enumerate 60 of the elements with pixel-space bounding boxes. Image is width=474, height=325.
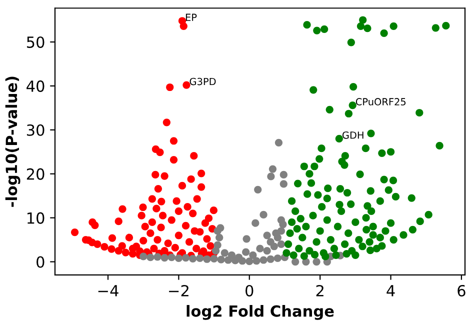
x-tick-label: 4: [386, 285, 395, 296]
point: [263, 246, 271, 255]
x-tick-label: 0: [246, 284, 254, 296]
point: [154, 253, 162, 261]
point: [274, 138, 283, 146]
x-axis-title: log2 Fold Change: [186, 305, 334, 320]
x-tick-label: −2: [169, 284, 188, 296]
point: [268, 165, 277, 173]
point: [274, 254, 282, 262]
annotation: EP: [186, 14, 197, 21]
point: [256, 244, 264, 252]
point: [246, 258, 254, 266]
point: [277, 216, 285, 224]
point: [260, 210, 268, 219]
point: [280, 170, 288, 179]
y-tick-label: 20: [26, 168, 44, 180]
point: [242, 248, 250, 256]
point: [160, 254, 168, 262]
point: [140, 252, 148, 260]
point: [242, 235, 250, 243]
point: [263, 232, 271, 240]
y-tick-label: 10: [28, 212, 44, 224]
x-tick-label: 2: [316, 284, 324, 296]
y-tick-label: 50: [27, 36, 44, 48]
point: [217, 256, 225, 264]
y-tick-label: 30: [26, 124, 44, 136]
point: [182, 254, 190, 262]
point: [292, 258, 300, 266]
point: [168, 254, 176, 262]
point: [203, 255, 211, 263]
annotation: CPuORF25: [356, 98, 406, 106]
x-tick-label: 6: [458, 284, 466, 296]
point: [266, 255, 274, 263]
point: [267, 172, 275, 180]
y-axis-title: -log10(P-value): [5, 76, 20, 207]
point: [196, 254, 204, 262]
point: [216, 234, 224, 242]
point: [146, 254, 154, 262]
annotation: G3PD: [190, 78, 216, 86]
point: [277, 240, 285, 248]
point: [174, 254, 182, 262]
point: [228, 251, 236, 259]
point: [280, 180, 288, 188]
point: [312, 258, 320, 266]
point: [270, 242, 278, 250]
y-tick-label: 0: [36, 256, 44, 268]
point: [252, 257, 260, 265]
annotation: GDH: [342, 131, 364, 139]
point: [249, 251, 257, 259]
point: [252, 219, 260, 227]
point: [254, 186, 262, 194]
x-tick-label: −4: [98, 285, 118, 296]
point: [220, 249, 228, 257]
point: [214, 227, 222, 235]
point: [214, 241, 222, 249]
y-tick-label: 40: [26, 80, 44, 92]
point: [272, 229, 280, 237]
point: [260, 256, 268, 264]
point: [210, 254, 218, 262]
point: [189, 254, 197, 262]
